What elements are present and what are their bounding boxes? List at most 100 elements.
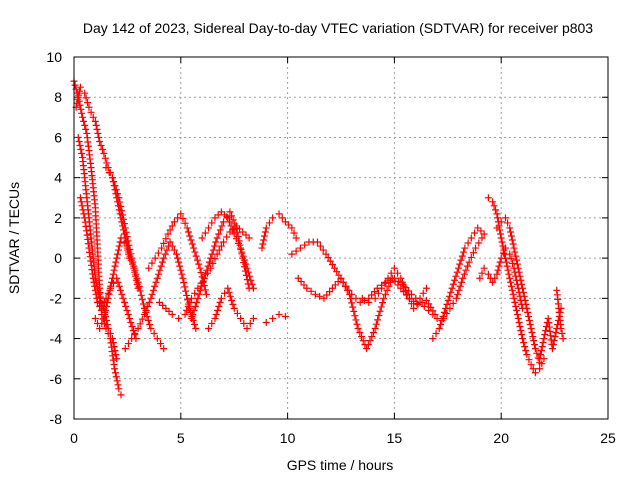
data-point-interp [124, 340, 132, 348]
data-point-interp [240, 256, 248, 264]
data-point-interp [381, 279, 389, 287]
data-point [303, 284, 311, 292]
data-point-interp [529, 333, 537, 341]
data-point [540, 335, 548, 343]
data-point [224, 284, 232, 292]
data-point-interp [240, 319, 248, 327]
data-point-interp [183, 306, 191, 314]
data-point-interp [259, 240, 267, 248]
x-tick-label: 20 [493, 430, 509, 446]
data-point-interp [509, 290, 517, 298]
data-point [187, 314, 195, 322]
data-point-interp [182, 287, 190, 295]
data-point-interp [216, 298, 224, 306]
data-point-interp [552, 329, 560, 337]
data-point-interp [82, 223, 90, 231]
data-point-interp [516, 292, 524, 300]
data-point-interp [127, 318, 135, 326]
data-point [230, 230, 238, 238]
data-point [403, 290, 411, 298]
data-point-interp [492, 206, 500, 214]
data-point-interp [516, 322, 524, 330]
data-point-interp [114, 246, 122, 254]
data-point-interp [204, 262, 212, 270]
data-point-interp [117, 286, 125, 294]
data-point-interp [353, 320, 361, 328]
data-point-interp [152, 278, 160, 286]
data-point [435, 325, 443, 332]
data-point-interp [110, 178, 118, 186]
data-point-interp [324, 254, 332, 262]
data-point [190, 244, 198, 252]
data-point [493, 210, 501, 218]
data-point [422, 296, 430, 304]
data-point-interp [186, 298, 194, 306]
data-point-interp [248, 280, 256, 288]
data-point-interp [123, 306, 131, 314]
data-point [514, 314, 522, 322]
data-point-interp [398, 278, 406, 286]
data-point-interp [452, 272, 460, 280]
data-point [145, 264, 153, 272]
data-point [205, 224, 213, 232]
data-point-interp [509, 259, 517, 267]
data-point-interp [350, 307, 358, 315]
data-point-interp [504, 219, 512, 227]
data-point-interp [216, 226, 224, 234]
data-point [177, 210, 185, 218]
data-point-interp [84, 240, 92, 248]
data-point-interp [108, 278, 116, 286]
data-point-interp [507, 232, 515, 240]
series-sat-l [205, 284, 257, 332]
data-point [337, 274, 345, 282]
data-point-interp [368, 333, 376, 341]
data-point-interp [128, 322, 136, 330]
data-point-interp [326, 257, 334, 265]
data-point [548, 345, 556, 353]
data-point-interp [195, 290, 203, 298]
data-point [168, 310, 176, 318]
data-point [354, 325, 362, 332]
data-point-interp [146, 320, 154, 328]
data-point-interp [212, 310, 220, 318]
data-point [478, 234, 486, 242]
data-point [501, 214, 509, 222]
data-point-interp [81, 121, 89, 129]
data-point [155, 298, 163, 306]
data-point-interp [166, 226, 174, 234]
data-point-interp [455, 286, 463, 294]
data-point-interp [475, 239, 483, 247]
data-point-interp [359, 337, 367, 345]
data-point-interp [260, 236, 268, 244]
data-point-interp [511, 268, 519, 276]
data-point-interp [225, 218, 233, 226]
data-point [510, 264, 518, 272]
data-point-interp [347, 295, 355, 303]
data-point [130, 264, 138, 272]
data-point-interp [551, 333, 559, 341]
data-point-interp [533, 349, 541, 357]
data-point-interp [518, 331, 526, 339]
data-point [183, 224, 191, 232]
data-point-interp [508, 236, 516, 244]
data-point-interp [413, 299, 421, 307]
data-point [96, 325, 104, 332]
data-point-interp [496, 258, 504, 266]
data-point [119, 294, 127, 302]
data-point [474, 224, 482, 232]
data-point-interp [499, 249, 507, 257]
data-point-interp [84, 99, 92, 107]
data-point-interp [75, 91, 83, 99]
data-point-interp [513, 276, 521, 284]
data-point-interp [201, 229, 209, 237]
data-point [559, 335, 567, 343]
data-point [467, 234, 475, 242]
data-point-interp [83, 231, 91, 239]
data-point-interp [525, 356, 533, 364]
data-point-interp [290, 229, 298, 237]
data-point-interp [111, 262, 119, 270]
data-point-interp [174, 254, 182, 262]
data-point-interp [372, 320, 380, 328]
data-point-interp [160, 239, 168, 247]
